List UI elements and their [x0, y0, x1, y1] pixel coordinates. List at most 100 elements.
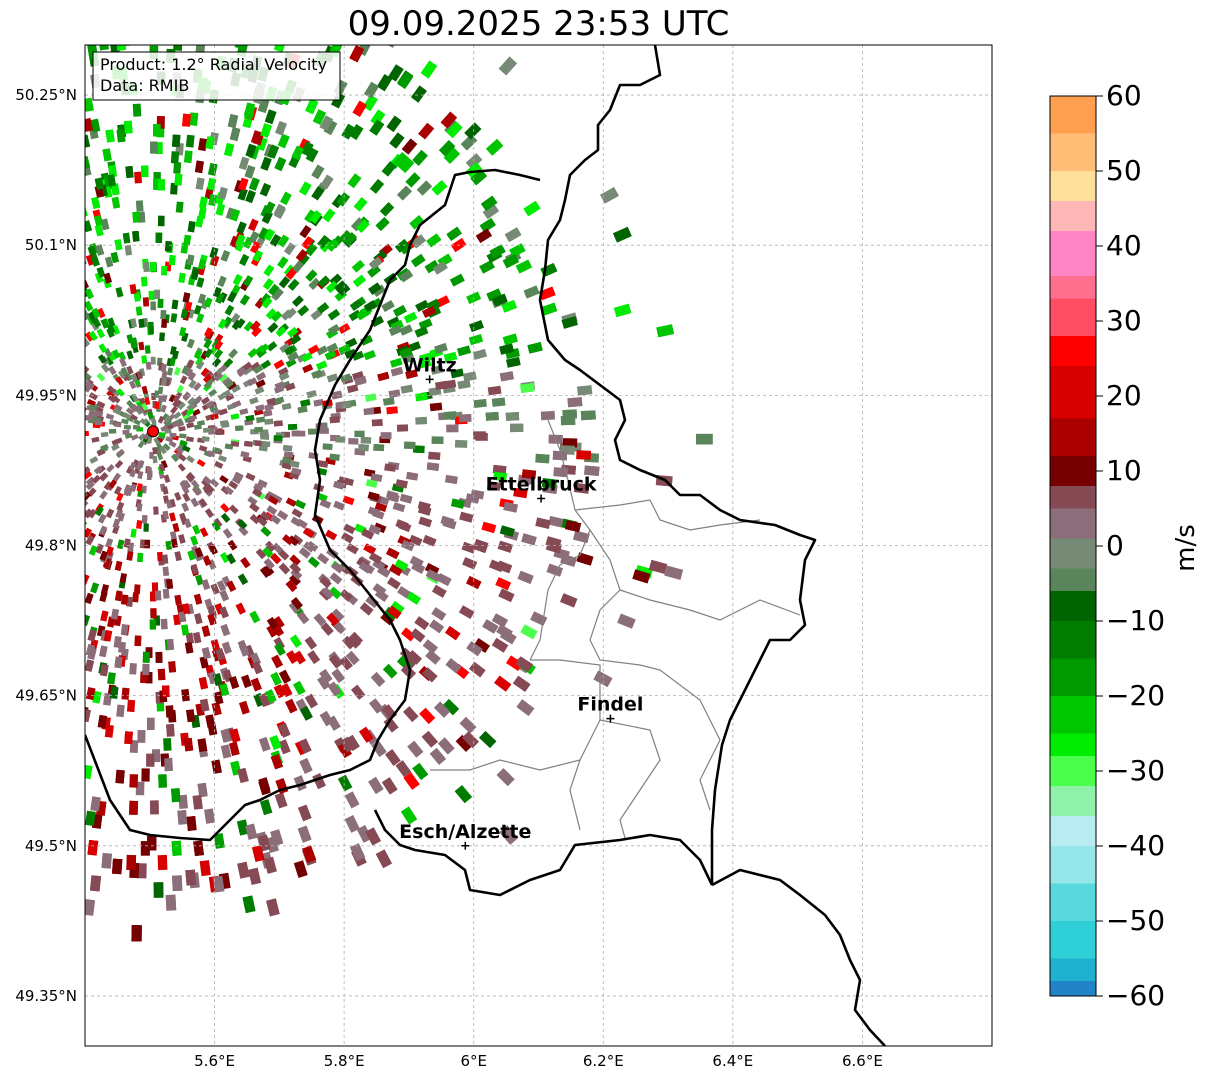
- echo-pixel: [186, 709, 196, 723]
- echo-pixel: [505, 655, 524, 671]
- echo-pixel: [259, 566, 271, 578]
- echo-pixel: [48, 199, 59, 212]
- echo-pixel: [37, 366, 47, 375]
- echo-pixel: [239, 408, 249, 416]
- echo-pixel: [57, 611, 67, 623]
- echo-pixel: [186, 402, 195, 411]
- echo-pixel: [313, 398, 324, 407]
- echo-pixel: [197, 258, 207, 270]
- echo-pixel: [99, 550, 108, 561]
- echo-pixel: [434, 342, 448, 354]
- echo-pixel: [504, 227, 522, 243]
- echo-pixel: [51, 293, 61, 304]
- echo-pixel: [193, 382, 202, 391]
- echo-pixel: [20, 611, 31, 624]
- echo-pixel: [385, 749, 401, 766]
- echo-pixel: [171, 453, 179, 462]
- echo-pixel: [242, 895, 256, 914]
- echo-pixel: [137, 730, 146, 743]
- echo-pixel: [33, 425, 42, 430]
- echo-pixel: [527, 341, 543, 354]
- echo-pixel: [118, 369, 127, 379]
- echo-pixel: [68, 142, 79, 156]
- echo-pixel: [87, 245, 97, 258]
- echo-pixel: [36, 127, 48, 142]
- echo-pixel: [18, 323, 29, 334]
- echo-pixel: [209, 405, 219, 413]
- echo-pixel: [20, 457, 30, 465]
- echo-pixel: [0, 167, 3, 181]
- echo-pixel: [3, 14, 17, 31]
- echo-pixel: [70, 305, 80, 316]
- echo-pixel: [45, 270, 56, 282]
- echo-pixel: [478, 730, 497, 749]
- echo-pixel: [0, 437, 6, 444]
- echo-pixel: [0, 664, 2, 678]
- echo-pixel: [102, 148, 112, 162]
- echo-pixel: [256, 416, 266, 423]
- echo-pixel: [222, 528, 233, 539]
- echo-pixel: [185, 134, 195, 148]
- echo-pixel: [7, 369, 18, 378]
- echo-pixel: [32, 644, 43, 657]
- echo-pixel: [84, 22, 95, 38]
- echo-pixel: [421, 730, 438, 748]
- echo-pixel: [387, 492, 400, 503]
- echo-pixel: [299, 705, 313, 721]
- echo-pixel: [311, 369, 323, 379]
- echo-pixel: [133, 584, 141, 595]
- echo-pixel: [120, 367, 129, 376]
- echo-pixel: [213, 691, 224, 705]
- echo-pixel: [40, 468, 50, 476]
- echo-pixel: [39, 326, 50, 336]
- echo-pixel: [18, 201, 30, 214]
- echo-pixel: [260, 123, 272, 138]
- echo-pixel: [4, 502, 15, 512]
- echo-pixel: [164, 1, 174, 16]
- echo-pixel: [393, 152, 409, 168]
- echo-pixel: [252, 249, 264, 263]
- echo-pixel: [0, 214, 12, 227]
- echo-pixel: [181, 365, 190, 375]
- echo-pixel: [360, 335, 373, 346]
- echo-pixel: [162, 443, 171, 451]
- echo-pixel: [65, 434, 73, 440]
- echo-pixel: [299, 225, 312, 239]
- echo-pixel: [580, 410, 596, 421]
- echo-pixel: [7, 524, 18, 535]
- echo-pixel: [418, 516, 433, 528]
- echo-pixel: [105, 0, 116, 8]
- echo-pixel: [126, 699, 136, 713]
- echo-pixel: [270, 514, 281, 525]
- echo-pixel: [114, 560, 123, 571]
- echo-pixel: [11, 597, 23, 609]
- echo-pixel: [258, 779, 271, 796]
- echo-pixel: [428, 451, 441, 460]
- echo-pixel: [10, 471, 21, 479]
- echo-pixel: [133, 292, 141, 302]
- echo-pixel: [31, 449, 41, 456]
- echo-pixel: [158, 774, 167, 788]
- echo-pixel: [4, 152, 16, 167]
- echo-pixel: [236, 0, 248, 16]
- echo-pixel: [411, 253, 426, 268]
- echo-pixel: [85, 288, 94, 300]
- echo-pixel: [7, 524, 18, 535]
- echo-pixel: [0, 641, 8, 655]
- echo-pixel: [261, 297, 273, 309]
- echo-pixel: [302, 527, 315, 539]
- echo-pixel: [294, 8, 308, 25]
- echo-pixel: [57, 354, 67, 364]
- echo-pixel: [4, 622, 16, 635]
- echo-pixel: [71, 580, 81, 591]
- echo-pixel: [5, 616, 17, 629]
- echo-pixel: [42, 197, 53, 210]
- echo-pixel: [656, 324, 675, 338]
- echo-pixel: [129, 663, 137, 675]
- echo-pixel: [210, 255, 220, 267]
- echo-pixel: [88, 392, 98, 401]
- echo-pixel: [6, 209, 18, 222]
- echo-pixel: [255, 379, 266, 388]
- echo-pixel: [73, 484, 83, 493]
- echo-pixel: [251, 326, 262, 338]
